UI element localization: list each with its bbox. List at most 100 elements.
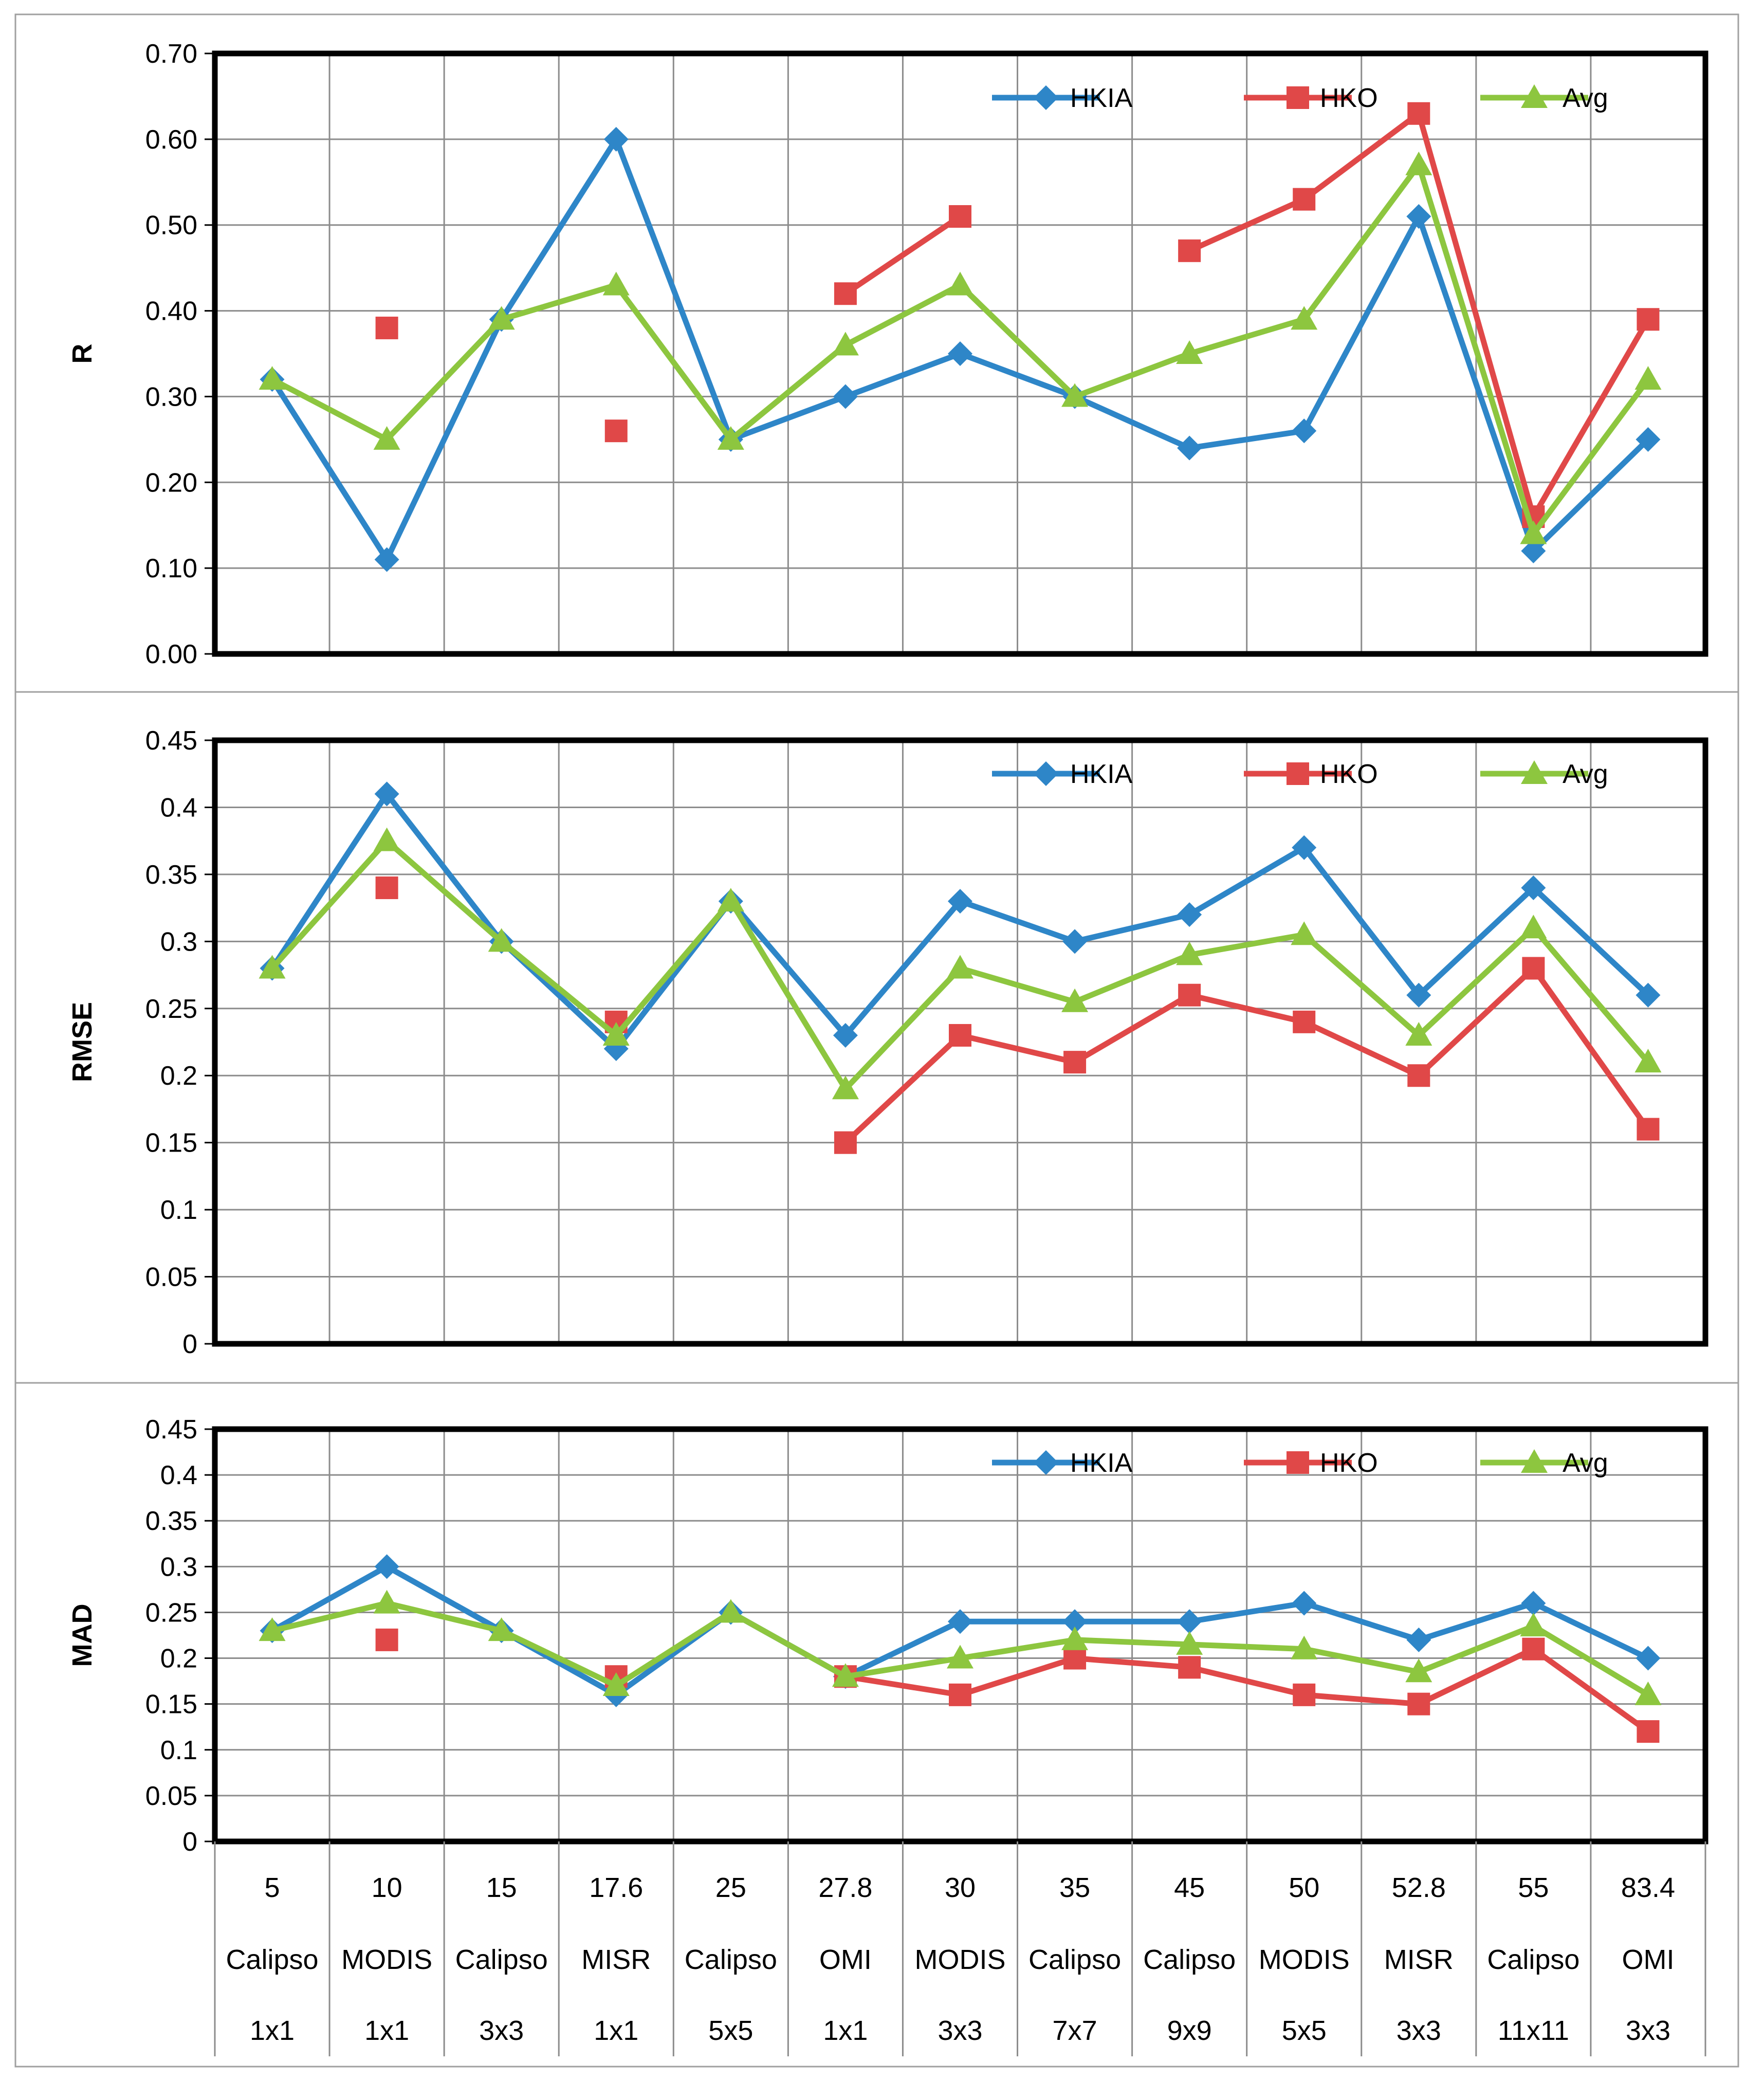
data-point-hko: [604, 419, 628, 443]
data-point-avg: [373, 827, 400, 851]
data-point-avg: [1520, 915, 1547, 939]
data-point-avg: [1061, 1626, 1089, 1650]
x-tick-label-value: 10: [372, 1872, 402, 1903]
data-point-hko: [834, 282, 857, 305]
data-point-hkia: [1521, 1591, 1546, 1616]
data-point-hko: [1407, 1692, 1430, 1715]
data-point-hko: [949, 205, 971, 228]
x-tick-label-sensor: MODIS: [341, 1944, 432, 1975]
data-point-hko: [375, 316, 398, 339]
x-tick-label-value: 25: [715, 1872, 746, 1903]
legend-marker-hkia: [1034, 761, 1058, 786]
data-point-hkia: [603, 126, 629, 152]
data-point-avg: [717, 426, 744, 450]
data-point-avg: [832, 1075, 859, 1100]
panel-border: [14, 13, 1739, 693]
x-tick-label-grid: 3x3: [1396, 2015, 1441, 2046]
y-tick-label: 0.1: [160, 1736, 197, 1765]
x-tick-label-sensor: OMI: [819, 1944, 872, 1975]
y-tick-label: 0.4: [160, 793, 197, 823]
y-tick-label: 0.15: [145, 1128, 197, 1158]
x-tick-label-sensor: Calipso: [226, 1944, 318, 1975]
data-point-hkia: [833, 384, 858, 409]
legend-marker-hko: [1287, 86, 1309, 109]
x-tick-label-value: 83.4: [1621, 1872, 1675, 1903]
data-point-avg: [1176, 941, 1203, 965]
data-point-hko: [375, 876, 398, 899]
legend-marker-avg: [1521, 1449, 1548, 1473]
data-point-hkia: [1062, 929, 1088, 954]
legend-marker-avg: [1521, 760, 1548, 784]
data-point-avg: [488, 306, 515, 330]
data-point-hkia: [948, 341, 972, 366]
y-tick-label: 0.35: [145, 860, 197, 890]
y-tick-label: 0.20: [145, 468, 197, 498]
data-point-hkia: [1521, 875, 1546, 900]
y-tick-label: 0.35: [145, 1506, 197, 1536]
data-point-avg: [602, 1021, 630, 1046]
data-point-hko: [1407, 1064, 1430, 1087]
x-tick-label-grid: 1x1: [594, 2015, 638, 2046]
data-point-hkia: [374, 1554, 399, 1579]
y-tick-label: 0.40: [145, 297, 197, 326]
y-tick-label: 0.00: [145, 640, 197, 669]
data-point-avg: [373, 1590, 400, 1614]
legend-label-hkia: HKIA: [1070, 759, 1133, 789]
data-point-hkia: [1292, 835, 1317, 860]
x-tick-label-grid: 9x9: [1167, 2015, 1212, 2046]
x-tick-label-grid: 7x7: [1053, 2015, 1097, 2046]
legend-marker-hko: [1287, 762, 1309, 785]
panel-border: [14, 691, 1739, 1384]
series-line-hko: [843, 214, 962, 296]
data-point-hkia: [948, 1609, 972, 1634]
data-point-hko: [1522, 1637, 1545, 1660]
data-point-hko: [1637, 1118, 1660, 1141]
chart-panel-rmse: 0 0.05 0.1 0.15 0.2 0.25 0.3 0.35 0.4 0.45 RMSE HKI…: [14, 691, 1739, 1384]
y-tick-label: 0.45: [145, 1415, 197, 1445]
data-point-avg: [1061, 383, 1089, 407]
data-point-avg: [832, 1663, 859, 1687]
data-point-avg: [259, 366, 286, 390]
plot-frame: [212, 50, 1708, 657]
legend-label-hkia: HKIA: [1070, 83, 1133, 113]
x-tick-label-value: 52.8: [1392, 1872, 1446, 1903]
data-point-avg: [1176, 1631, 1203, 1655]
data-point-hko: [1293, 188, 1316, 211]
data-point-avg: [947, 1645, 973, 1669]
x-tick-label-value: 55: [1518, 1872, 1549, 1903]
data-point-hko: [949, 1024, 971, 1047]
data-point-avg: [1520, 1613, 1547, 1637]
data-point-hko: [1293, 1683, 1316, 1706]
y-tick-label: 0.60: [145, 125, 197, 155]
data-point-hko: [1637, 1720, 1660, 1743]
data-point-avg: [602, 271, 630, 296]
y-tick-label: 0: [182, 1329, 197, 1359]
y-tick-label: 0.45: [145, 726, 197, 756]
data-point-avg: [1291, 921, 1318, 945]
data-point-avg: [717, 888, 744, 912]
y-tick-label: 0.25: [145, 994, 197, 1024]
data-point-hkia: [1177, 1609, 1202, 1634]
data-point-hkia: [1636, 1646, 1661, 1671]
y-tick-label: 0.2: [160, 1061, 197, 1091]
x-tick-label-value: 15: [486, 1872, 517, 1903]
data-point-avg: [259, 955, 286, 979]
data-point-hkia: [374, 547, 399, 572]
legend: HKIA HKO Avg: [992, 759, 1608, 789]
data-point-avg: [1061, 988, 1089, 1012]
y-tick-label: 0.70: [145, 39, 197, 69]
y-tick-label: 0.50: [145, 211, 197, 241]
data-point-hkia: [833, 1023, 858, 1048]
data-point-avg: [1291, 306, 1318, 330]
series-group: [259, 781, 1662, 1154]
data-point-hko: [1063, 1647, 1087, 1670]
x-tick-label-value: 50: [1289, 1872, 1319, 1903]
x-tick-label-sensor: Calipso: [1143, 1944, 1236, 1975]
x-tick-label-sensor: MODIS: [914, 1944, 1005, 1975]
data-point-avg: [488, 928, 515, 952]
y-tick-label: 0.10: [145, 554, 197, 583]
series-line-hko: [845, 1646, 1650, 1734]
plot-frame: [212, 1426, 1708, 1845]
data-point-hko: [1407, 102, 1430, 125]
